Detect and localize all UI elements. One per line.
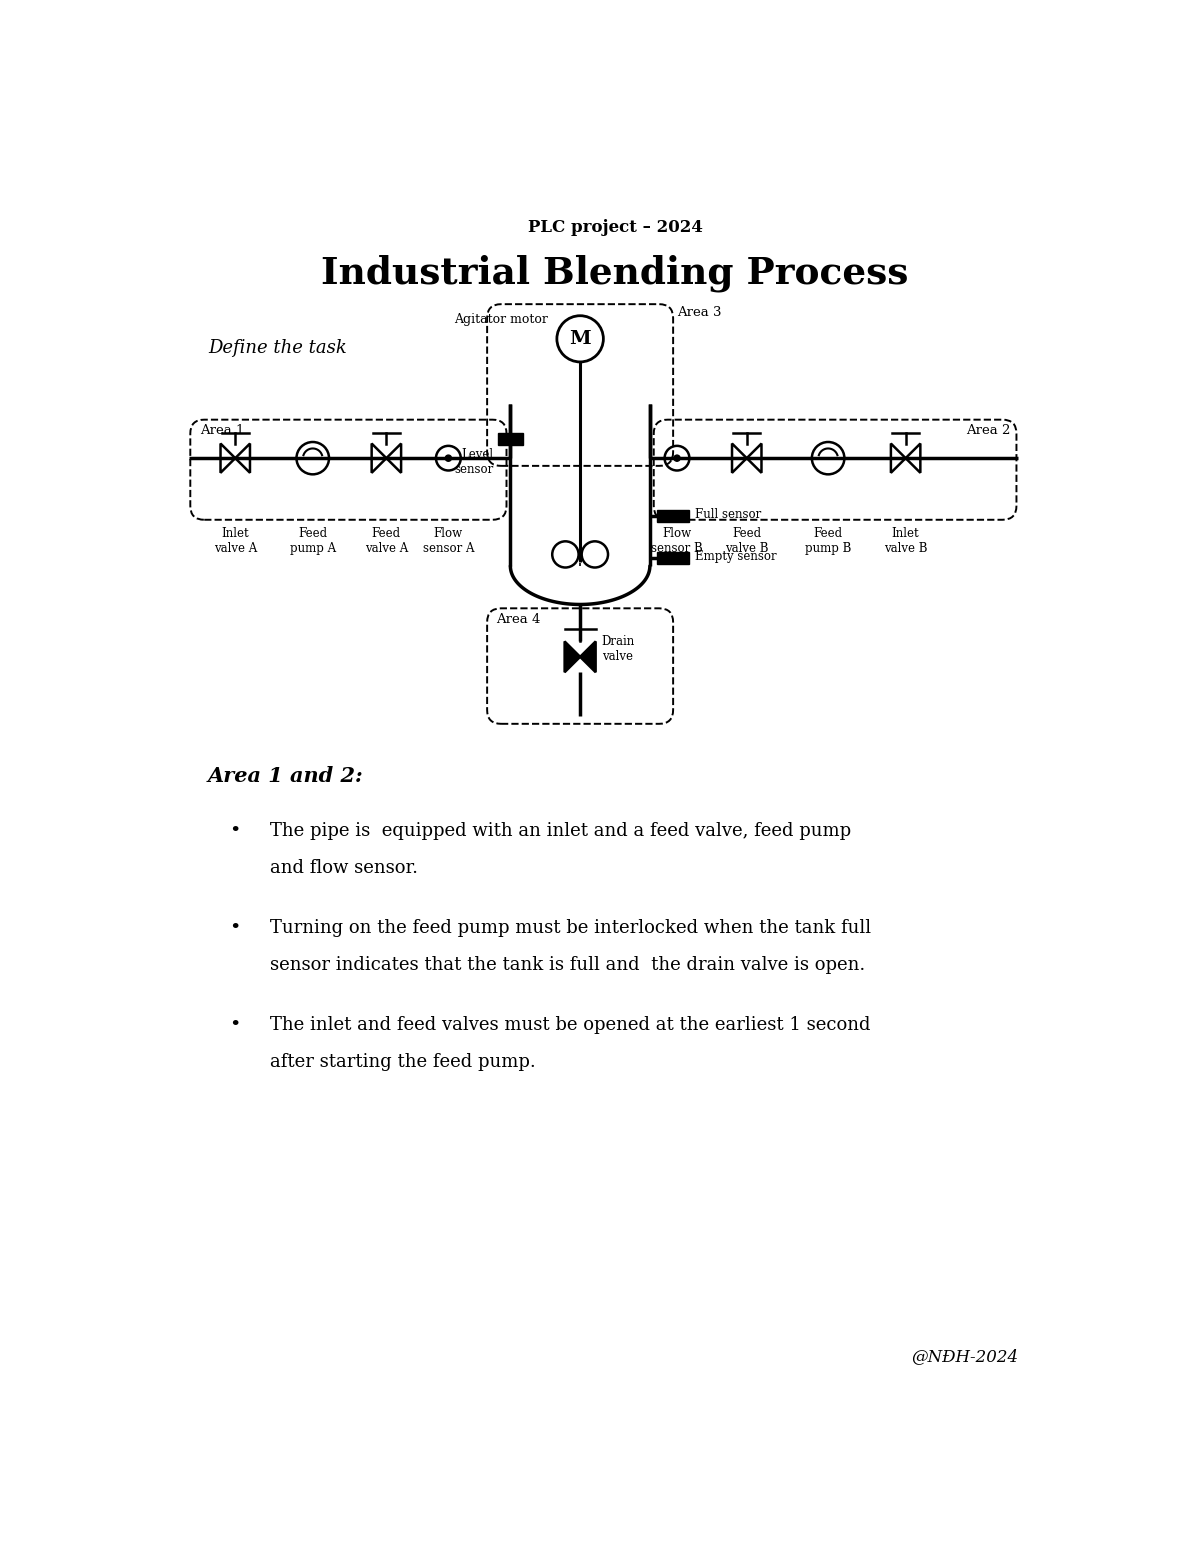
Text: Area 1 and 2:: Area 1 and 2: bbox=[208, 766, 364, 786]
Text: Flow
sensor B: Flow sensor B bbox=[652, 528, 703, 556]
Text: sensor indicates that the tank is full and  the drain valve is open.: sensor indicates that the tank is full a… bbox=[270, 955, 865, 974]
Text: after starting the feed pump.: after starting the feed pump. bbox=[270, 1053, 536, 1070]
Text: •: • bbox=[229, 1016, 241, 1034]
Text: and flow sensor.: and flow sensor. bbox=[270, 859, 418, 876]
Text: Area 2: Area 2 bbox=[966, 424, 1010, 438]
Polygon shape bbox=[580, 641, 595, 672]
Text: Feed
valve A: Feed valve A bbox=[365, 528, 408, 556]
Text: Empty sensor: Empty sensor bbox=[695, 550, 776, 564]
Circle shape bbox=[674, 455, 680, 461]
Text: Feed
pump B: Feed pump B bbox=[805, 528, 851, 556]
Text: Full sensor: Full sensor bbox=[695, 508, 761, 520]
Bar bbox=[656, 553, 689, 564]
Text: M: M bbox=[569, 329, 590, 348]
Text: The pipe is  equipped with an inlet and a feed valve, feed pump: The pipe is equipped with an inlet and a… bbox=[270, 822, 851, 840]
Bar bbox=[498, 433, 523, 446]
Text: PLC project – 2024: PLC project – 2024 bbox=[528, 219, 702, 236]
Text: Area 3: Area 3 bbox=[677, 306, 721, 318]
Text: Turning on the feed pump must be interlocked when the tank full: Turning on the feed pump must be interlo… bbox=[270, 919, 871, 936]
Text: Agitator motor: Agitator motor bbox=[454, 314, 547, 326]
Text: Inlet
valve A: Inlet valve A bbox=[214, 528, 257, 556]
Text: Feed
valve B: Feed valve B bbox=[725, 528, 768, 556]
Text: Feed
pump A: Feed pump A bbox=[289, 528, 336, 556]
Bar bbox=[656, 509, 689, 522]
Text: Define the task: Define the task bbox=[208, 339, 347, 357]
Text: Flow
sensor A: Flow sensor A bbox=[422, 528, 474, 556]
Circle shape bbox=[445, 455, 451, 461]
Text: @NĐH-2024: @NĐH-2024 bbox=[911, 1348, 1018, 1365]
Text: •: • bbox=[229, 919, 241, 936]
Text: Area 1: Area 1 bbox=[199, 424, 244, 438]
Text: Area 4: Area 4 bbox=[497, 613, 541, 626]
Polygon shape bbox=[565, 641, 580, 672]
Text: •: • bbox=[229, 822, 241, 840]
Text: Inlet
valve B: Inlet valve B bbox=[884, 528, 928, 556]
Text: Level
sensor: Level sensor bbox=[454, 449, 493, 477]
Text: The inlet and feed valves must be opened at the earliest 1 second: The inlet and feed valves must be opened… bbox=[270, 1016, 871, 1034]
Text: Drain
valve: Drain valve bbox=[602, 635, 635, 663]
Text: Industrial Blending Process: Industrial Blending Process bbox=[322, 255, 908, 292]
